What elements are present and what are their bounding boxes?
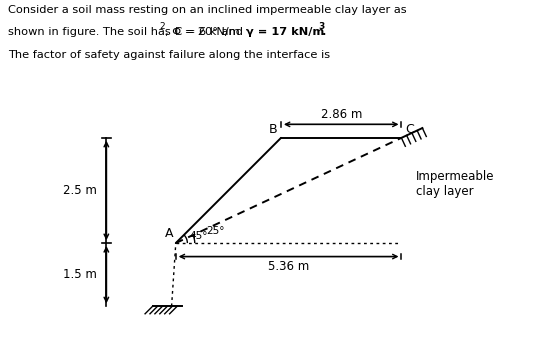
Text: 2.5 m: 2.5 m — [63, 184, 97, 197]
Text: B: B — [269, 123, 278, 136]
Text: shown in figure. The soil has C = 6 kN/m: shown in figure. The soil has C = 6 kN/m — [8, 27, 240, 37]
Text: A: A — [165, 227, 174, 240]
Text: 2: 2 — [160, 22, 165, 31]
Text: 1.5 m: 1.5 m — [63, 268, 97, 281]
Text: 2.86 m: 2.86 m — [320, 108, 362, 121]
Text: The factor of safety against failure along the interface is: The factor of safety against failure alo… — [8, 50, 330, 60]
Text: C: C — [405, 123, 413, 136]
Text: Impermeable
clay layer: Impermeable clay layer — [416, 170, 494, 198]
Text: 45°: 45° — [189, 231, 208, 241]
Text: 5.36 m: 5.36 m — [268, 260, 309, 273]
Text: , Φ = 20° and: , Φ = 20° and — [165, 27, 247, 37]
Text: γ = 17 kN/m: γ = 17 kN/m — [246, 27, 325, 37]
Text: .: . — [322, 27, 326, 37]
Text: 25°: 25° — [206, 225, 225, 236]
Text: Consider a soil mass resting on an inclined impermeable clay layer as: Consider a soil mass resting on an incli… — [8, 5, 407, 15]
Text: 3: 3 — [318, 22, 325, 31]
